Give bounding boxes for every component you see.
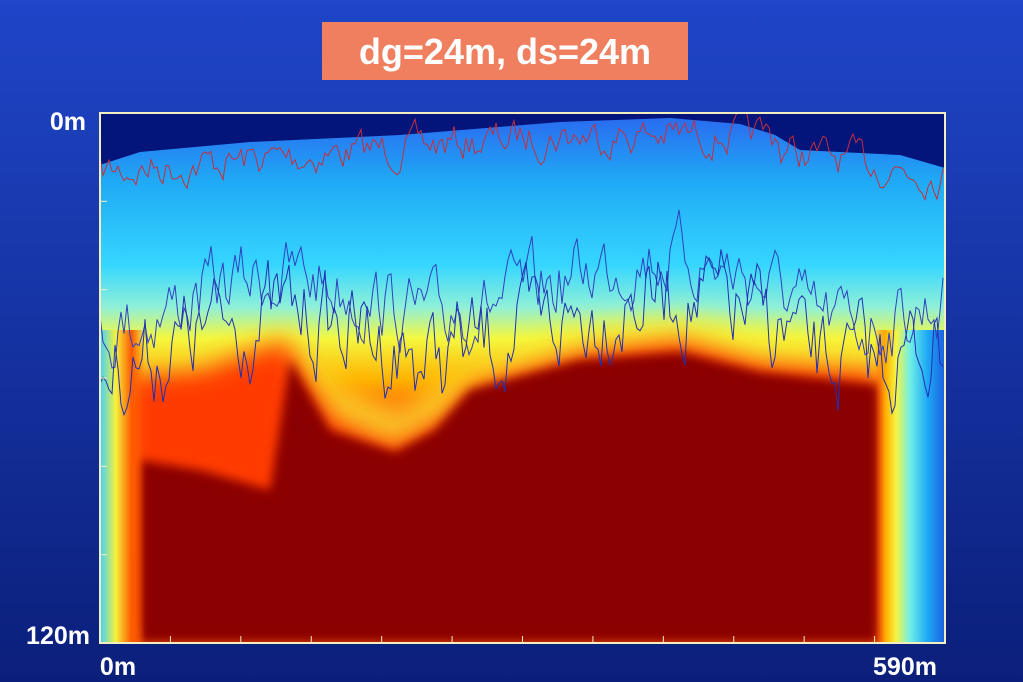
- distance-left-label: 0m: [100, 653, 136, 681]
- tomogram: [100, 113, 945, 643]
- depth-top-label: 0m: [50, 108, 86, 136]
- left-edge: [100, 330, 145, 643]
- depth-bottom-label: 120m: [26, 622, 90, 650]
- dark-red-zone: [140, 352, 878, 643]
- surface-trace: [100, 113, 944, 202]
- ticks: [100, 200, 876, 643]
- traces: [100, 113, 944, 417]
- distance-right-label: 590m: [873, 653, 937, 681]
- title-box: [322, 22, 688, 80]
- interface-trace-1: [100, 209, 944, 369]
- title: dg=24m, ds=24m: [359, 31, 651, 72]
- right-edge: [875, 330, 945, 643]
- interface-trace-2: [100, 249, 944, 417]
